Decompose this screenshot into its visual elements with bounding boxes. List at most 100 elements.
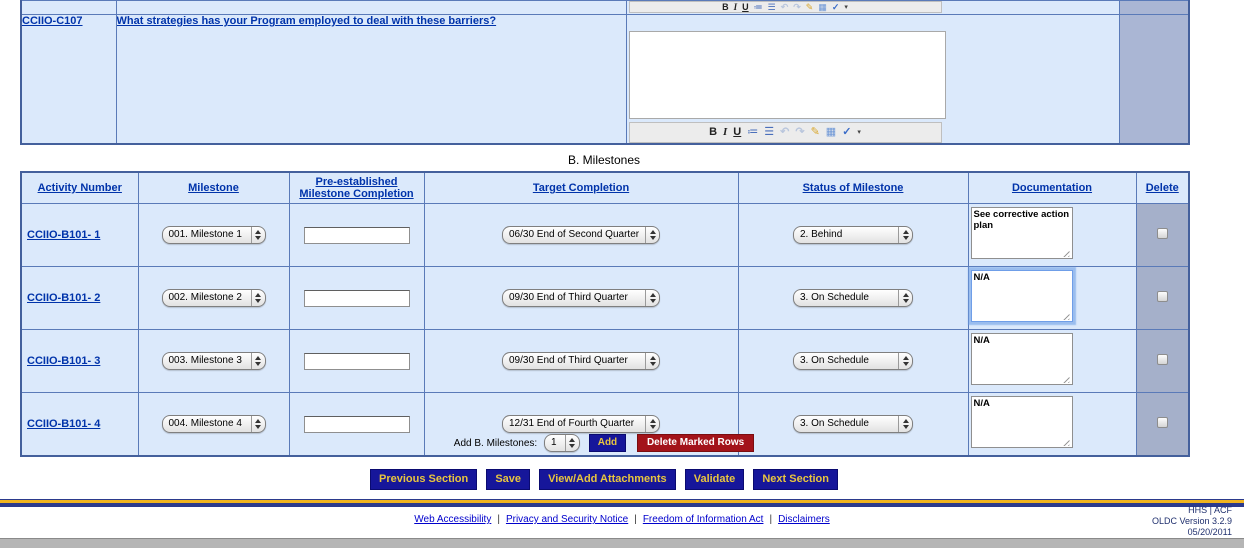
add-count-select[interactable]: 1 [543, 434, 580, 452]
dropdown-arrow-icon[interactable]: ▾ [844, 3, 848, 11]
delete-header-link[interactable]: Delete [1145, 182, 1179, 194]
pre-established-input[interactable] [303, 289, 410, 307]
status-select[interactable]: 3. On Schedule [793, 415, 913, 433]
documentation-cell: N/A [967, 392, 1137, 457]
dropdown-arrow-icon[interactable]: ▾ [857, 129, 861, 136]
question-text-link[interactable]: What strategies has your Program employe… [116, 15, 497, 27]
ordered-list-icon[interactable]: ≔ [753, 1, 763, 12]
undo-icon[interactable]: ↶ [780, 126, 790, 138]
spellcheck-icon[interactable]: ✓ [831, 1, 840, 12]
underline-icon[interactable]: U [742, 1, 749, 12]
milestone-cell: 003. Milestone 3 [137, 329, 290, 393]
documentation-cell: See corrective action plan [967, 203, 1137, 267]
activity-number-link[interactable]: CCIIO-B101- 2 [27, 292, 101, 304]
delete-checkbox[interactable] [1156, 354, 1168, 365]
target-completion-cell: 06/30 End of Second Quarter [423, 203, 739, 267]
milestone-select[interactable]: 001. Milestone 1 [161, 226, 266, 244]
web-accessibility-link[interactable]: Web Accessibility [414, 514, 492, 525]
delete-marked-rows-button[interactable]: Delete Marked Rows [636, 434, 755, 452]
select-stepper-icon [250, 416, 265, 432]
milestone-select-value: 003. Milestone 3 [168, 355, 242, 366]
target-completion-select-value: 09/30 End of Third Quarter [509, 355, 628, 366]
delete-checkbox[interactable] [1156, 417, 1168, 428]
activity-number-link[interactable]: CCIIO-B101- 1 [27, 229, 101, 241]
milestone-header-link[interactable]: Milestone [188, 182, 239, 194]
italic-icon[interactable]: I [733, 1, 738, 12]
milestone-select[interactable]: 002. Milestone 2 [161, 289, 266, 307]
question-id-link[interactable]: CCIIO-C107 [22, 15, 83, 27]
undo-icon[interactable]: ↶ [780, 1, 789, 12]
unordered-list-icon[interactable]: ☰ [767, 1, 776, 12]
target-completion-select[interactable]: 09/30 End of Third Quarter [502, 289, 660, 307]
next-section-button[interactable]: Next Section [753, 469, 838, 490]
delete-cell [1135, 392, 1190, 457]
status-select[interactable]: 2. Behind [793, 226, 913, 244]
link-separator: | [769, 514, 773, 525]
ordered-list-icon[interactable]: ≔ [747, 126, 759, 138]
privacy-security-link[interactable]: Privacy and Security Notice [505, 514, 629, 525]
activity-number-link[interactable]: CCIIO-B101- 3 [27, 355, 101, 367]
target-completion-select[interactable]: 09/30 End of Third Quarter [502, 352, 660, 370]
pre-established-cell [288, 392, 425, 457]
status-select[interactable]: 3. On Schedule [793, 352, 913, 370]
add-button[interactable]: Add [588, 434, 627, 452]
unordered-list-icon[interactable]: ☰ [764, 126, 775, 138]
italic-icon[interactable]: I [723, 126, 728, 138]
target-completion-select[interactable]: 12/31 End of Fourth Quarter [502, 415, 660, 433]
table-icon[interactable]: ▦ [818, 1, 827, 12]
format-brush-icon[interactable]: ✎ [810, 126, 820, 138]
milestone-select[interactable]: 003. Milestone 3 [161, 352, 266, 370]
table-icon[interactable]: ▦ [825, 126, 837, 138]
activity-number-header-link[interactable]: Activity Number [37, 182, 122, 194]
footer-links: Web Accessibility | Privacy and Security N… [0, 514, 1244, 525]
spellcheck-icon[interactable]: ✓ [842, 126, 852, 138]
delete-cell [1135, 203, 1190, 267]
select-stepper-icon [645, 290, 659, 306]
bold-icon[interactable]: B [722, 1, 729, 12]
delete-checkbox[interactable] [1156, 228, 1168, 239]
pre-established-input[interactable] [303, 415, 410, 433]
pre-established-header-link[interactable]: Milestone Completion [299, 188, 414, 200]
foia-link[interactable]: Freedom of Information Act [642, 514, 764, 525]
target-completion-header-link[interactable]: Target Completion [532, 182, 630, 194]
pre-established-cell [288, 266, 425, 330]
bold-icon[interactable]: B [709, 126, 718, 138]
activity-number-link[interactable]: CCIIO-B101- 4 [27, 418, 101, 430]
redo-icon[interactable]: ↷ [795, 126, 805, 138]
milestone-cell: 002. Milestone 2 [137, 266, 290, 330]
table-row: CCIIO-B101- 3 003. Milestone 3 09/30 End… [20, 329, 1190, 393]
documentation-textarea[interactable]: N/A [970, 396, 1073, 448]
select-stepper-icon [898, 416, 912, 432]
status-select[interactable]: 3. On Schedule [793, 289, 913, 307]
validate-button[interactable]: Validate [684, 469, 745, 490]
question-id-cell: CCIIO-C107 [20, 14, 117, 145]
status-header-link[interactable]: Status of Milestone [802, 182, 904, 194]
redo-icon[interactable]: ↷ [793, 1, 801, 12]
documentation-textarea[interactable]: N/A [970, 333, 1073, 385]
format-brush-icon[interactable]: ✎ [805, 1, 814, 12]
pre-established-input[interactable] [303, 352, 410, 370]
milestone-select[interactable]: 004. Milestone 4 [161, 415, 266, 433]
pre-established-header-link[interactable]: Pre-established [315, 176, 398, 188]
underline-icon[interactable]: U [733, 126, 742, 138]
documentation-header-link[interactable]: Documentation [1011, 182, 1093, 194]
previous-section-button[interactable]: Previous Section [369, 469, 478, 490]
pre-established-input[interactable] [303, 226, 410, 244]
select-stepper-icon [250, 353, 265, 369]
documentation-textarea[interactable]: N/A [970, 270, 1073, 322]
col-header-status: Status of Milestone [737, 171, 969, 204]
delete-checkbox[interactable] [1156, 291, 1168, 302]
agency-label: HHS | ACF [1188, 505, 1232, 515]
col-header-activity-number: Activity Number [20, 171, 139, 204]
view-add-attachments-button[interactable]: View/Add Attachments [539, 469, 676, 490]
status-select-value: 3. On Schedule [800, 355, 869, 366]
status-select-value: 2. Behind [800, 229, 843, 240]
answer-textarea[interactable] [628, 31, 946, 119]
save-button[interactable]: Save [486, 469, 531, 490]
status-cell: 3. On Schedule [737, 329, 969, 393]
target-completion-cell: 09/30 End of Third Quarter [423, 266, 739, 330]
target-completion-select[interactable]: 06/30 End of Second Quarter [502, 226, 660, 244]
disclaimers-link[interactable]: Disclaimers [778, 514, 830, 525]
documentation-textarea[interactable]: See corrective action plan [970, 207, 1073, 259]
